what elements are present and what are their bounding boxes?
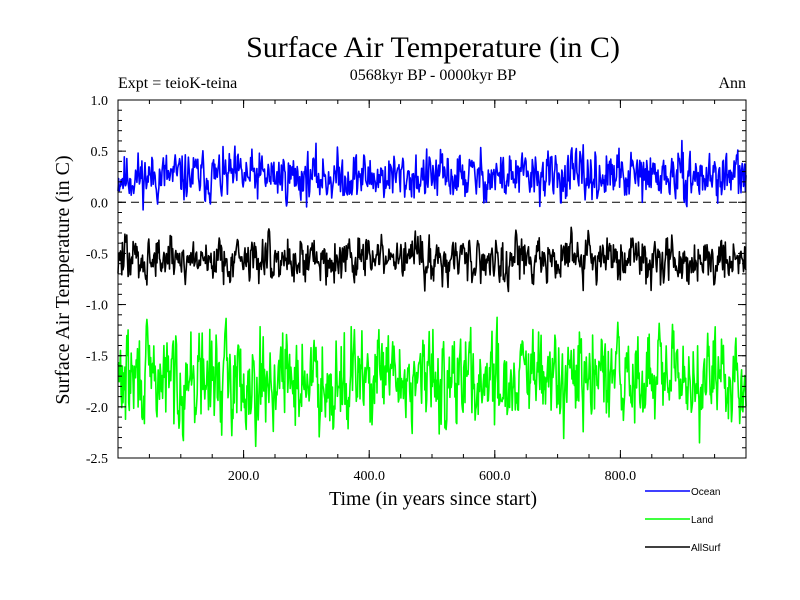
series-line-ocean: [117, 139, 747, 211]
y-tick-label: -1.0: [86, 299, 108, 314]
x-tick-label: 600.0: [479, 469, 511, 484]
y-axis-label: Surface Air Temperature (in C): [52, 155, 74, 404]
series-line-allsurf: [117, 226, 747, 293]
experiment-label: Expt = teioK-teina: [118, 75, 237, 92]
chart-title: Surface Air Temperature (in C): [246, 31, 620, 64]
legend-label-allsurf: AllSurf: [691, 543, 721, 554]
legend: Ocean Land AllSurf: [645, 487, 721, 554]
y-tick-label: -0.5: [86, 247, 108, 262]
y-tick-label: -1.5: [86, 350, 108, 365]
y-tick-label: 0.5: [91, 145, 109, 160]
y-tick-label: 1.0: [91, 94, 109, 109]
y-tick-label: 0.0: [91, 196, 109, 211]
chart-subtitle: 0568kyr BP - 0000kyr BP: [350, 67, 517, 84]
series-layer: [117, 139, 747, 448]
y-tick-label: -2.5: [86, 452, 108, 467]
x-axis-label: Time (in years since start): [329, 488, 537, 510]
legend-label-ocean: Ocean: [691, 487, 720, 498]
legend-label-land: Land: [691, 515, 713, 526]
x-tick-label: 800.0: [605, 469, 637, 484]
ticks-layer: 1.0 0.5 0.0 -0.5 -1.0 -1.5 -2.0 -2.5 200.0 400.0 6…: [86, 94, 746, 484]
y-tick-label: -2.0: [86, 401, 108, 416]
x-tick-label: 200.0: [228, 469, 260, 484]
season-label: Ann: [718, 75, 746, 92]
series-line-land: [117, 316, 747, 448]
x-tick-label: 400.0: [353, 469, 385, 484]
